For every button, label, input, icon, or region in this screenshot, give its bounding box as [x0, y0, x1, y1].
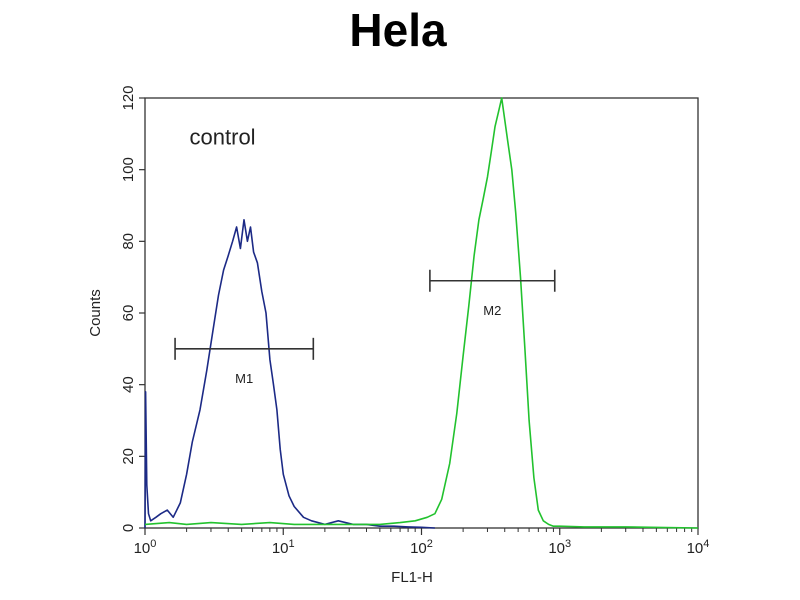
annotations: control: [190, 125, 256, 150]
y-tick-label: 80: [120, 233, 137, 250]
x-tick-base: 10: [410, 540, 427, 557]
x-tick-label: 100: [134, 538, 157, 557]
gate-label-m2: M2: [483, 303, 501, 318]
chart-title: Hela: [349, 4, 447, 56]
x-tick-base: 10: [272, 540, 289, 557]
y-tick-label: 120: [120, 85, 137, 110]
gate-markers: M1 M2: [174, 269, 556, 386]
annotation-control: control: [190, 125, 256, 150]
y-tick-label: 20: [120, 448, 137, 465]
x-tick-label: 101: [272, 538, 295, 557]
x-axis-label: FL1-H: [391, 569, 433, 586]
histogram-series-2: [144, 97, 699, 529]
x-tick-label: 103: [548, 538, 571, 557]
x-tick-exponent: 2: [427, 538, 433, 550]
y-tick-label: 40: [120, 376, 137, 393]
x-tick-exponent: 1: [289, 538, 295, 550]
x-tick-label: 104: [687, 538, 710, 557]
y-tick-label: 100: [120, 157, 137, 182]
x-tick-exponent: 3: [565, 538, 571, 550]
y-tick-label: 0: [120, 524, 137, 532]
series-group: [144, 97, 699, 529]
x-tick-label: 102: [410, 538, 433, 557]
y-axis-label: Counts: [87, 289, 104, 337]
histogram-series-1: [144, 219, 435, 529]
plot-frame: [144, 97, 699, 529]
x-tick-base: 10: [134, 540, 151, 557]
x-tick-base: 10: [548, 540, 565, 557]
x-tick-exponent: 4: [703, 538, 709, 550]
x-tick-base: 10: [687, 540, 704, 557]
gate-label-m1: M1: [235, 371, 253, 386]
y-tick-label: 60: [120, 305, 137, 322]
x-tick-exponent: 0: [150, 538, 156, 550]
